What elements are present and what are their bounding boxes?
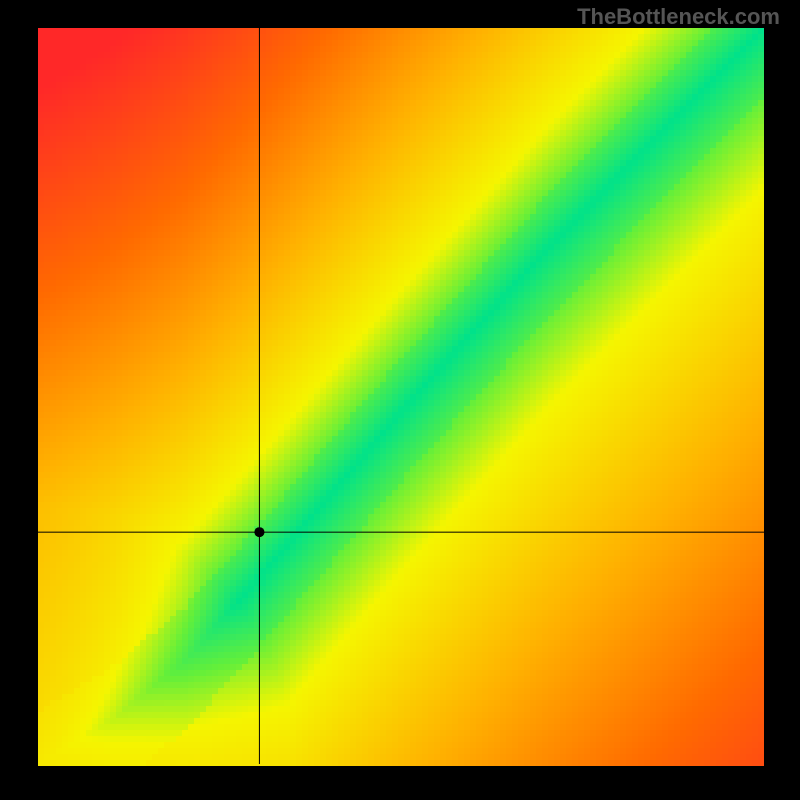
heatmap-canvas [0,0,800,800]
watermark-text: TheBottleneck.com [577,4,780,30]
chart-container: TheBottleneck.com [0,0,800,800]
